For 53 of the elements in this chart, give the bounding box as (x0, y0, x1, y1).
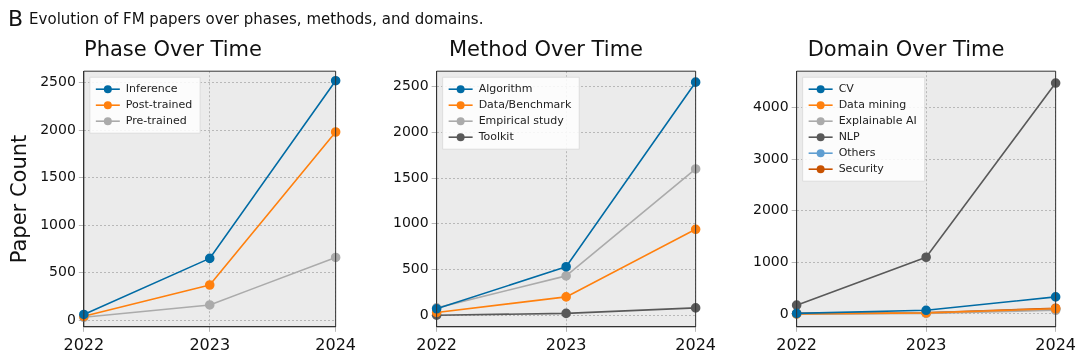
chart-title: Method Over Time (448, 37, 644, 62)
legend-label: Inference (125, 82, 178, 96)
legend-label: Pre-trained (125, 114, 187, 128)
y-tick-label: 1500 (40, 168, 76, 185)
chart-title: Domain Over Time (807, 37, 1005, 62)
y-tick-label: 500 (401, 260, 429, 277)
point (561, 261, 571, 272)
y-tick-label: 0 (779, 304, 789, 321)
text: B (8, 6, 24, 31)
x-tick-label: 2022 (776, 334, 817, 354)
legend-label: Toolkit (477, 130, 515, 144)
y-tick-label: 0 (419, 305, 429, 322)
y-tick-label: 1000 (392, 214, 429, 231)
y-tick-label: 2500 (40, 73, 76, 90)
point (204, 253, 215, 264)
x-tick-label: 2024 (315, 334, 356, 354)
y-tick-label: 1000 (40, 215, 76, 232)
x-tick-label: 2022 (416, 334, 457, 354)
y-axis-title: Paper Count (7, 134, 32, 264)
legend-label: NLP (838, 130, 860, 144)
legend-label: Data/Benchmark (478, 98, 572, 112)
y-tick-label: 500 (49, 263, 76, 280)
point (204, 300, 215, 310)
y-tick-label: 2000 (752, 201, 789, 218)
text: Evolution of FM papers over phases, methods, and domains. (29, 10, 484, 28)
legend-label: Empirical study (478, 114, 565, 128)
legend-label: Explainable AI (838, 114, 917, 128)
x-tick-label: 2024 (1035, 334, 1076, 354)
legend-label: Data mining (838, 98, 907, 112)
point (561, 292, 571, 302)
point (561, 271, 571, 281)
y-tick-label: 2000 (40, 120, 76, 137)
x-tick-label: 2023 (545, 334, 587, 354)
y-tick-label: 1000 (752, 253, 789, 270)
legend-label: Algorithm (478, 82, 533, 96)
chart-title: Phase Over Time (84, 37, 262, 62)
y-tick-label: 1500 (392, 168, 429, 185)
x-tick-label: 2024 (675, 334, 716, 354)
point (921, 252, 931, 263)
point (561, 308, 571, 319)
y-tick-label: 4000 (752, 98, 789, 115)
legend-label: Security (838, 162, 885, 176)
legend-label: CV (838, 82, 855, 96)
legend-label: Others (838, 146, 876, 160)
y-tick-label: 0 (66, 310, 76, 327)
point (204, 280, 215, 290)
x-tick-label: 2022 (63, 334, 105, 354)
y-tick-label: 3000 (752, 149, 789, 166)
y-tick-label: 2500 (392, 77, 429, 94)
x-tick-label: 2023 (189, 334, 231, 354)
x-tick-label: 2023 (905, 334, 947, 354)
y-tick-label: 2000 (392, 123, 429, 140)
legend-label: Post-trained (125, 98, 193, 112)
